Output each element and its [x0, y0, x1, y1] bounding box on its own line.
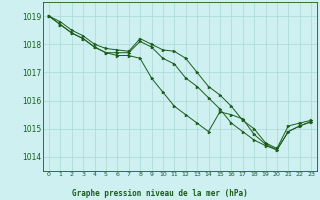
- Text: Graphe pression niveau de la mer (hPa): Graphe pression niveau de la mer (hPa): [72, 189, 248, 198]
